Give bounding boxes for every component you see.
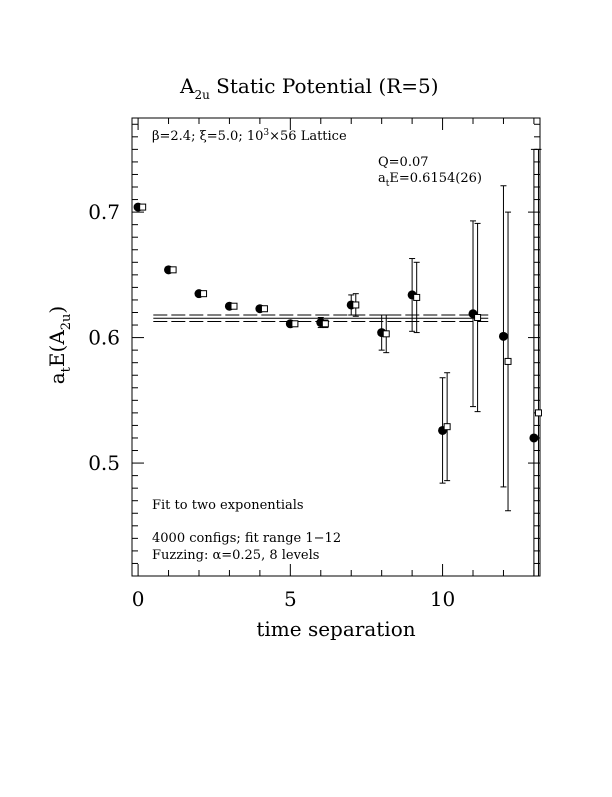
data-point-circle [498, 331, 508, 341]
data-point-square [352, 301, 360, 309]
data-points [133, 148, 542, 576]
fuzzing-annotation: Fuzzing: α=0.25, 8 levels [152, 548, 319, 563]
data-point-circle [529, 433, 539, 443]
data-point-square [474, 314, 482, 322]
x-tick-label: 5 [284, 587, 297, 611]
y-tick-label: 0.7 [88, 200, 120, 224]
x-tick-label: 10 [430, 587, 455, 611]
data-point-square [382, 330, 390, 338]
data-point-square [291, 320, 299, 328]
chart-title: A2u Static Potential (R=5) [179, 74, 439, 102]
data-point-square [169, 266, 177, 274]
data-point-square [504, 357, 512, 365]
data-point-square [534, 409, 542, 417]
data-point-square [413, 293, 421, 301]
x-tick-label: 0 [132, 587, 145, 611]
x-axis-label: time separation [256, 617, 415, 641]
y-tick-label: 0.6 [88, 326, 120, 350]
q-annotation: Q=0.07 [378, 155, 429, 170]
data-point-square [200, 290, 208, 298]
y-axis-label: atE(A2u) [45, 306, 74, 385]
data-point-square [139, 203, 147, 211]
data-point-square [443, 423, 451, 431]
data-point-square [321, 320, 329, 328]
plot-frame [131, 117, 541, 577]
axis-ticks: 0 5 10 0.5 0.6 0.7 [88, 118, 540, 611]
data-point-square [230, 302, 238, 310]
lattice-annotation: β=2.4; ξ=5.0; 103×56 Lattice [152, 128, 347, 144]
fit-description: Fit to two exponentials [152, 498, 304, 513]
energy-annotation: atE=0.6154(26) [378, 171, 482, 189]
y-tick-label: 0.5 [88, 451, 120, 475]
data-point-square [260, 305, 268, 313]
configs-annotation: 4000 configs; fit range 1−12 [152, 531, 341, 546]
